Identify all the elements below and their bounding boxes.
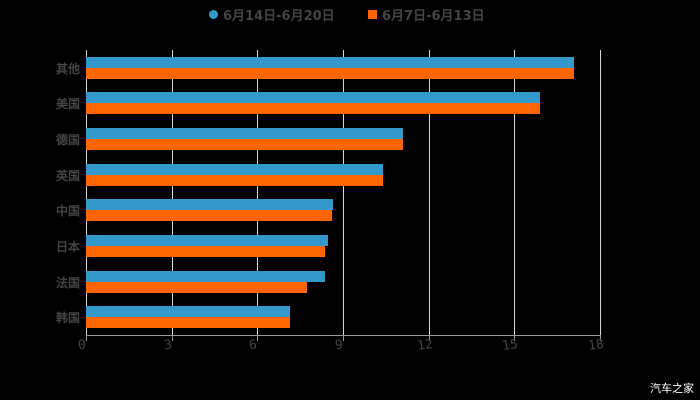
y-category-label: 美国	[55, 97, 80, 112]
gridline	[428, 50, 430, 335]
y-category-label: 韩国	[55, 311, 80, 326]
bar-series1[interactable]	[86, 199, 333, 211]
legend-item-series2[interactable]: 6月7日-6月13日	[368, 4, 485, 24]
y-category-label: 法国	[55, 275, 80, 290]
x-tick-label: 0	[77, 337, 87, 354]
x-tick-label: 18	[587, 336, 605, 355]
watermark: 汽车之家	[650, 382, 694, 395]
x-tick-label: 15	[501, 336, 520, 355]
y-category-label: 中国	[55, 204, 80, 219]
plot-area	[86, 50, 601, 341]
x-axis	[86, 335, 600, 336]
legend-item-series1[interactable]: 6月14日-6月20日	[209, 4, 335, 24]
x-tick	[257, 335, 259, 341]
bar-series1[interactable]	[86, 270, 325, 282]
x-tick	[600, 335, 601, 341]
x-tick	[514, 335, 516, 341]
bar-series1[interactable]	[86, 128, 403, 140]
bar-series2[interactable]	[86, 103, 541, 115]
legend-label: 6月14日-6月20日	[223, 8, 335, 24]
bar-series2[interactable]	[86, 210, 332, 222]
bar-series2[interactable]	[86, 174, 383, 186]
x-tick	[343, 335, 344, 341]
bar-series2[interactable]	[86, 67, 575, 79]
legend-label: 6月7日-6月13日	[382, 8, 485, 24]
x-tick	[171, 335, 173, 341]
x-tick	[428, 335, 430, 341]
x-tick-label: 6	[248, 337, 259, 354]
bar-series2[interactable]	[86, 317, 290, 329]
bar-series1[interactable]	[86, 56, 575, 68]
gridline	[600, 50, 601, 335]
bar-series2[interactable]	[86, 281, 308, 293]
bar-series1[interactable]	[86, 163, 383, 175]
y-category-label: 日本	[55, 239, 80, 254]
bar-series1[interactable]	[86, 234, 328, 246]
bar-series2[interactable]	[86, 139, 403, 151]
gridline	[257, 50, 259, 335]
bar-series1[interactable]	[86, 306, 290, 318]
x-tick	[86, 335, 87, 341]
bar-series2[interactable]	[86, 245, 325, 257]
y-category-label: 其他	[55, 61, 80, 76]
y-category-label: 德国	[55, 133, 80, 148]
bar-series1[interactable]	[86, 92, 541, 104]
legend: 6月14日-6月20日 6月7日-6月13日	[0, 4, 700, 24]
legend-square-icon	[368, 9, 377, 19]
x-tick-label: 9	[334, 337, 344, 354]
x-tick-label: 12	[415, 336, 434, 355]
y-axis	[86, 50, 87, 335]
gridline	[514, 50, 516, 335]
y-category-label: 英国	[55, 168, 80, 183]
x-tick-label: 3	[162, 337, 173, 354]
legend-circle-icon	[209, 9, 218, 19]
gridline	[343, 50, 344, 335]
gridline	[171, 50, 173, 335]
